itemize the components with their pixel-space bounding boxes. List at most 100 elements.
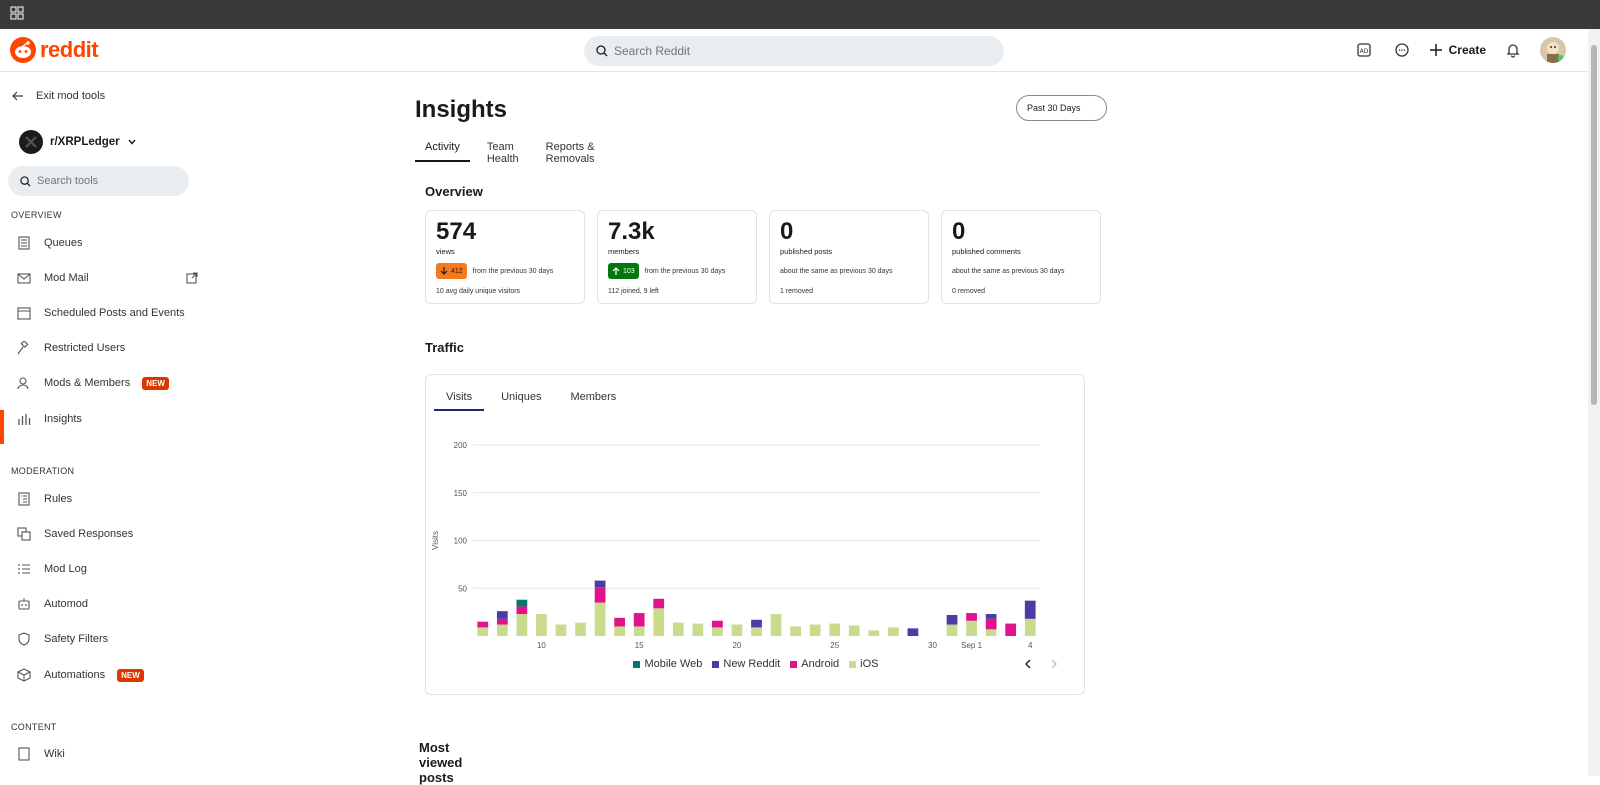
card-footnote: 112 joined, 9 left bbox=[608, 288, 659, 295]
create-button[interactable]: Create bbox=[1429, 43, 1486, 57]
chevron-right-icon bbox=[1051, 659, 1057, 669]
legend-item[interactable]: New Reddit bbox=[712, 658, 780, 670]
y-tick-label: 50 bbox=[458, 584, 467, 593]
legend-label: Mobile Web bbox=[644, 658, 703, 670]
bar-segment-ios bbox=[751, 627, 762, 636]
sidebar-item-label: Saved Responses bbox=[44, 528, 134, 540]
legend-item[interactable]: Android bbox=[790, 658, 839, 670]
tab-uniques[interactable]: Uniques bbox=[501, 391, 542, 403]
bar-segment-android bbox=[614, 617, 626, 627]
sidebar-item-label: Automod bbox=[44, 598, 89, 610]
bar-segment-ios bbox=[555, 624, 567, 636]
top-actions: AD Create bbox=[1353, 37, 1566, 63]
sidebar-item-restricted-users[interactable]: Restricted Users bbox=[16, 338, 206, 358]
tools-search-bar[interactable] bbox=[8, 166, 189, 196]
reddit-logo[interactable]: reddit bbox=[10, 37, 99, 63]
bar-chart-icon bbox=[16, 411, 32, 427]
chat-icon[interactable] bbox=[1391, 39, 1413, 61]
insights-tabs: Activity Team Health Reports & Removals bbox=[415, 134, 612, 165]
sidebar-item-saved-responses[interactable]: Saved Responses bbox=[16, 524, 206, 544]
sidebar-item-scheduled-posts[interactable]: Scheduled Posts and Events bbox=[16, 303, 206, 323]
sidebar-item-mods-members[interactable]: Mods & Members NEW bbox=[16, 373, 206, 393]
tab-team-health[interactable]: Team Health bbox=[486, 141, 519, 165]
chevron-left-icon[interactable] bbox=[1024, 659, 1032, 669]
sidebar-item-safety-filters[interactable]: Safety Filters bbox=[16, 629, 206, 649]
bar-segment-android bbox=[712, 620, 723, 628]
sidebar-item-label: Safety Filters bbox=[44, 633, 109, 645]
mail-icon bbox=[16, 270, 32, 286]
robot-icon bbox=[16, 596, 32, 612]
bar-segment-android bbox=[477, 621, 489, 628]
legend-label: New Reddit bbox=[723, 658, 781, 670]
mod-sidebar: Exit mod tools r/XRPLedger OVERVIEW Queu… bbox=[0, 72, 212, 776]
bar-segment-new-reddit bbox=[496, 611, 508, 619]
exit-mod-tools-link[interactable]: Exit mod tools bbox=[12, 90, 105, 102]
date-range-button[interactable]: Past 30 Days bbox=[1016, 95, 1107, 121]
notifications-bell-icon[interactable] bbox=[1502, 39, 1524, 61]
tools-search-input[interactable] bbox=[37, 175, 177, 187]
bar-segment-android bbox=[633, 613, 645, 627]
published-posts-card: 0 published posts about the same as prev… bbox=[769, 210, 929, 304]
subreddit-avatar bbox=[19, 130, 43, 154]
legend-swatch bbox=[633, 660, 641, 668]
bar-segment-ios bbox=[848, 625, 860, 636]
external-link-icon[interactable] bbox=[186, 272, 198, 284]
sidebar-item-mod-mail[interactable]: Mod Mail bbox=[16, 268, 206, 288]
sidebar-item-wiki[interactable]: Wiki bbox=[16, 744, 206, 764]
bar-segment-ios bbox=[672, 622, 684, 636]
page-scrollbar[interactable] bbox=[1588, 29, 1600, 776]
bar-segment-ios bbox=[966, 620, 977, 636]
brand-wordmark: reddit bbox=[40, 37, 99, 62]
list-icon bbox=[16, 561, 32, 577]
bar-segment-ios bbox=[887, 627, 899, 636]
sidebar-item-mod-log[interactable]: Mod Log bbox=[16, 559, 206, 579]
bar-segment-ios bbox=[477, 627, 489, 636]
card-footnote: 10 avg daily unique visitors bbox=[436, 288, 521, 295]
sidebar-item-insights[interactable]: Insights bbox=[16, 409, 206, 429]
legend-item[interactable]: iOS bbox=[849, 658, 879, 670]
arrow-up-icon bbox=[612, 267, 620, 275]
sidebar-item-label: Restricted Users bbox=[44, 342, 126, 354]
x-tick-label: 25 bbox=[830, 641, 839, 650]
search-bar[interactable] bbox=[584, 36, 1004, 66]
bar-segment-ios bbox=[575, 622, 586, 636]
chart-pager bbox=[1024, 659, 1058, 669]
bar-segment-ios bbox=[536, 614, 547, 636]
card-label: views bbox=[436, 247, 455, 256]
search-icon bbox=[20, 175, 31, 187]
new-badge: NEW bbox=[117, 668, 144, 682]
sidebar-item-label: Rules bbox=[44, 493, 73, 505]
sidebar-item-automod[interactable]: Automod bbox=[16, 594, 206, 614]
sidebar-item-label: Mods & Members bbox=[44, 377, 131, 389]
bar-segment-android bbox=[985, 618, 997, 630]
card-note: about the same as previous 30 days bbox=[780, 267, 893, 275]
search-input[interactable] bbox=[614, 44, 994, 58]
advertise-icon[interactable]: AD bbox=[1353, 39, 1375, 61]
legend-item[interactable]: Mobile Web bbox=[633, 658, 702, 670]
legend-swatch bbox=[849, 660, 857, 668]
card-label: published posts bbox=[780, 247, 833, 256]
sidebar-item-automations[interactable]: Automations NEW bbox=[16, 665, 206, 685]
apps-grid-icon[interactable] bbox=[10, 6, 24, 20]
section-overview: OVERVIEW bbox=[11, 210, 62, 220]
scrollbar-thumb[interactable] bbox=[1591, 45, 1597, 405]
tab-reports-removals[interactable]: Reports & Removals bbox=[545, 141, 595, 165]
sidebar-item-rules[interactable]: Rules bbox=[16, 489, 206, 509]
y-tick-label: 150 bbox=[454, 489, 468, 498]
bar-segment-ios bbox=[868, 630, 880, 636]
card-value: 574 bbox=[436, 218, 477, 245]
bar-segment-android bbox=[594, 587, 606, 603]
tab-activity[interactable]: Activity bbox=[415, 134, 470, 162]
subreddit-switcher[interactable]: r/XRPLedger bbox=[19, 130, 137, 154]
shield-icon bbox=[16, 631, 32, 647]
card-value: 7.3k bbox=[608, 218, 655, 245]
tab-visits[interactable]: Visits bbox=[434, 385, 485, 411]
cube-icon bbox=[16, 667, 32, 683]
book-icon bbox=[16, 746, 32, 762]
card-footnote: 1 removed bbox=[780, 288, 814, 295]
sidebar-item-queues[interactable]: Queues bbox=[16, 233, 206, 253]
bar-segment-android bbox=[1005, 623, 1017, 636]
traffic-panel: Visits Uniques Members 50 100 150 200 Visits… bbox=[425, 374, 1085, 695]
user-avatar[interactable] bbox=[1540, 37, 1566, 63]
tab-members[interactable]: Members bbox=[570, 391, 617, 403]
